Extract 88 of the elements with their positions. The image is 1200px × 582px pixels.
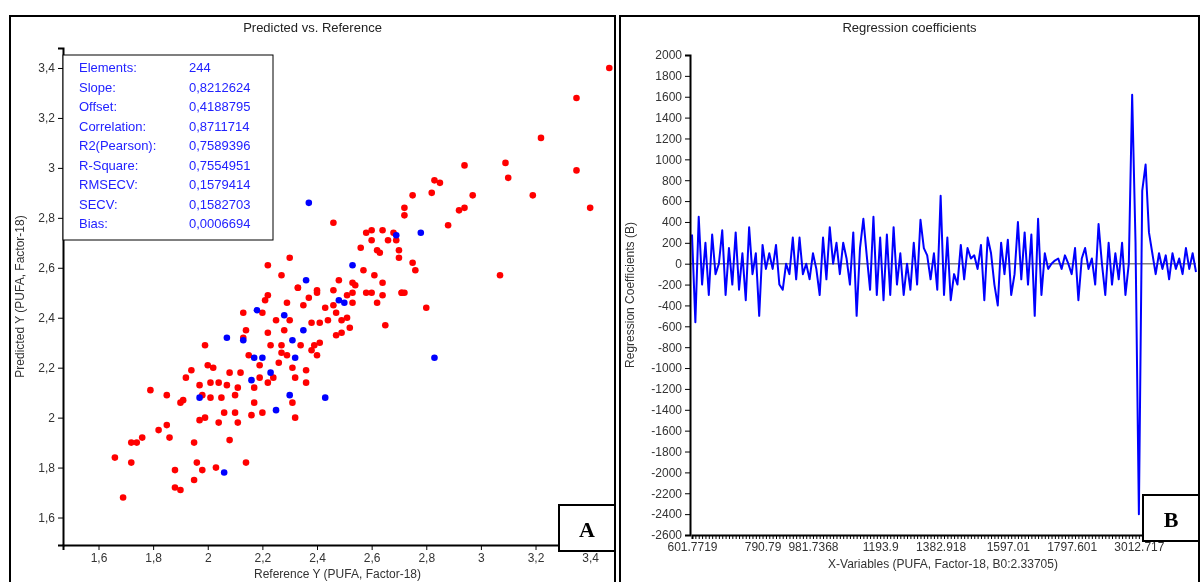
y-tick-label: 1000 — [655, 152, 683, 167]
point — [341, 299, 348, 307]
y-tick-label: 1,8 — [38, 460, 56, 475]
y-tick-label: 1200 — [655, 131, 683, 146]
y-tick-label: 1,6 — [38, 510, 56, 525]
y-tick-label: -600 — [657, 319, 683, 334]
y-tick-label: 2,2 — [38, 361, 56, 376]
point — [223, 334, 231, 342]
x-tick-label: 1797.601 — [1047, 539, 1098, 554]
y-tick-label: 600 — [661, 194, 683, 209]
point — [321, 394, 329, 401]
point — [305, 199, 313, 207]
annotation: A — [579, 517, 596, 542]
y-axis-title: Predicted Y (PUFA, Factor-18) — [13, 215, 27, 378]
point — [302, 276, 310, 284]
point — [417, 229, 425, 237]
chart-title: Regression coefficients — [842, 20, 978, 35]
y-tick-label: 400 — [661, 215, 683, 230]
y-tick-label: 800 — [661, 173, 683, 188]
y-tick-label: 1800 — [655, 69, 683, 84]
x-tick-label: 1193.9 — [862, 539, 899, 554]
y-tick-label: 3 — [48, 161, 56, 176]
y-tick-label: -200 — [657, 277, 683, 292]
point — [431, 354, 438, 361]
point — [253, 306, 261, 314]
x-tick-label: 2,8 — [418, 550, 436, 565]
point — [280, 311, 288, 319]
y-tick-label: 2,8 — [38, 211, 56, 226]
point — [250, 354, 258, 361]
y-tick-label: 3,4 — [38, 61, 56, 76]
y-tick-label: -800 — [657, 340, 683, 355]
text: R-Square: 0,7554951 — [79, 157, 251, 173]
text: Offset: 0,4188795 — [79, 99, 251, 114]
y-tick-label: -1000 — [651, 361, 683, 376]
x-axis-title: X-Variables (PUFA, Factor-18, B0:2.33705) — [828, 557, 1058, 571]
y-tick-label: -1400 — [651, 403, 683, 418]
y-tick-label: 2,6 — [38, 261, 56, 276]
x-tick-label: 3,2 — [527, 550, 545, 565]
point — [289, 336, 296, 344]
y-tick-label: 2 — [48, 410, 56, 425]
x-tick-label: 3 — [478, 550, 486, 565]
annotation: B — [1163, 507, 1179, 532]
y-tick-label: 200 — [661, 236, 683, 251]
x-tick-label: 1597.01 — [986, 539, 1031, 554]
x-tick-label: 1,8 — [145, 550, 163, 565]
point — [267, 369, 274, 376]
x-axis-title: Reference Y (PUFA, Factor-18) — [254, 567, 421, 581]
point — [259, 354, 266, 361]
x-tick-label: 2,4 — [309, 550, 327, 565]
point — [272, 406, 280, 414]
chart-title: Predicted vs. Reference — [243, 20, 382, 35]
x-tick-label: 1382.918 — [916, 539, 967, 554]
y-axis-title: Regression Coefficients (B) — [623, 222, 637, 368]
y-tick-label: 1400 — [655, 110, 683, 125]
text: Elements: 244 — [79, 60, 211, 75]
point — [286, 391, 293, 399]
y-tick-label: 0 — [675, 257, 683, 272]
text: RMSECV: 0,1579414 — [79, 177, 251, 192]
y-tick-label: -400 — [657, 298, 683, 313]
x-tick-label: 2 — [204, 550, 212, 565]
point — [300, 326, 307, 334]
text: Correlation: 0,8711714 — [79, 118, 250, 134]
y-tick-label: 3,2 — [38, 111, 56, 126]
text: Slope: 0,8212624 — [79, 79, 251, 95]
x-tick-label: 790.79 — [744, 539, 782, 554]
point — [291, 354, 299, 361]
x-tick-label: 981.7368 — [788, 539, 839, 554]
text: Bias: 0,0006694 — [79, 216, 251, 231]
point — [349, 261, 356, 269]
y-tick-label: -1600 — [651, 423, 683, 438]
text: SECV: 0,1582703 — [79, 196, 251, 212]
y-tick-label: -1800 — [651, 444, 683, 459]
x-tick-label: 2,6 — [363, 550, 381, 565]
y-tick-label: -2000 — [651, 465, 683, 480]
x-tick-label: 3012.717 — [1114, 539, 1165, 554]
y-tick-label: 2,4 — [38, 311, 56, 326]
y-tick-label: -2200 — [651, 486, 683, 501]
y-tick-label: -2400 — [651, 507, 683, 522]
point — [335, 296, 343, 304]
point — [248, 376, 255, 384]
point — [220, 469, 228, 476]
x-tick-label: 2,2 — [254, 550, 272, 565]
y-tick-label: -1200 — [651, 382, 683, 397]
text: R2(Pearson): 0,7589396 — [79, 138, 251, 153]
y-tick-label: 1600 — [655, 90, 683, 105]
y-tick-label: 2000 — [655, 48, 683, 63]
x-tick-label: 3,4 — [582, 550, 600, 565]
x-tick-label: 1,6 — [90, 550, 108, 565]
